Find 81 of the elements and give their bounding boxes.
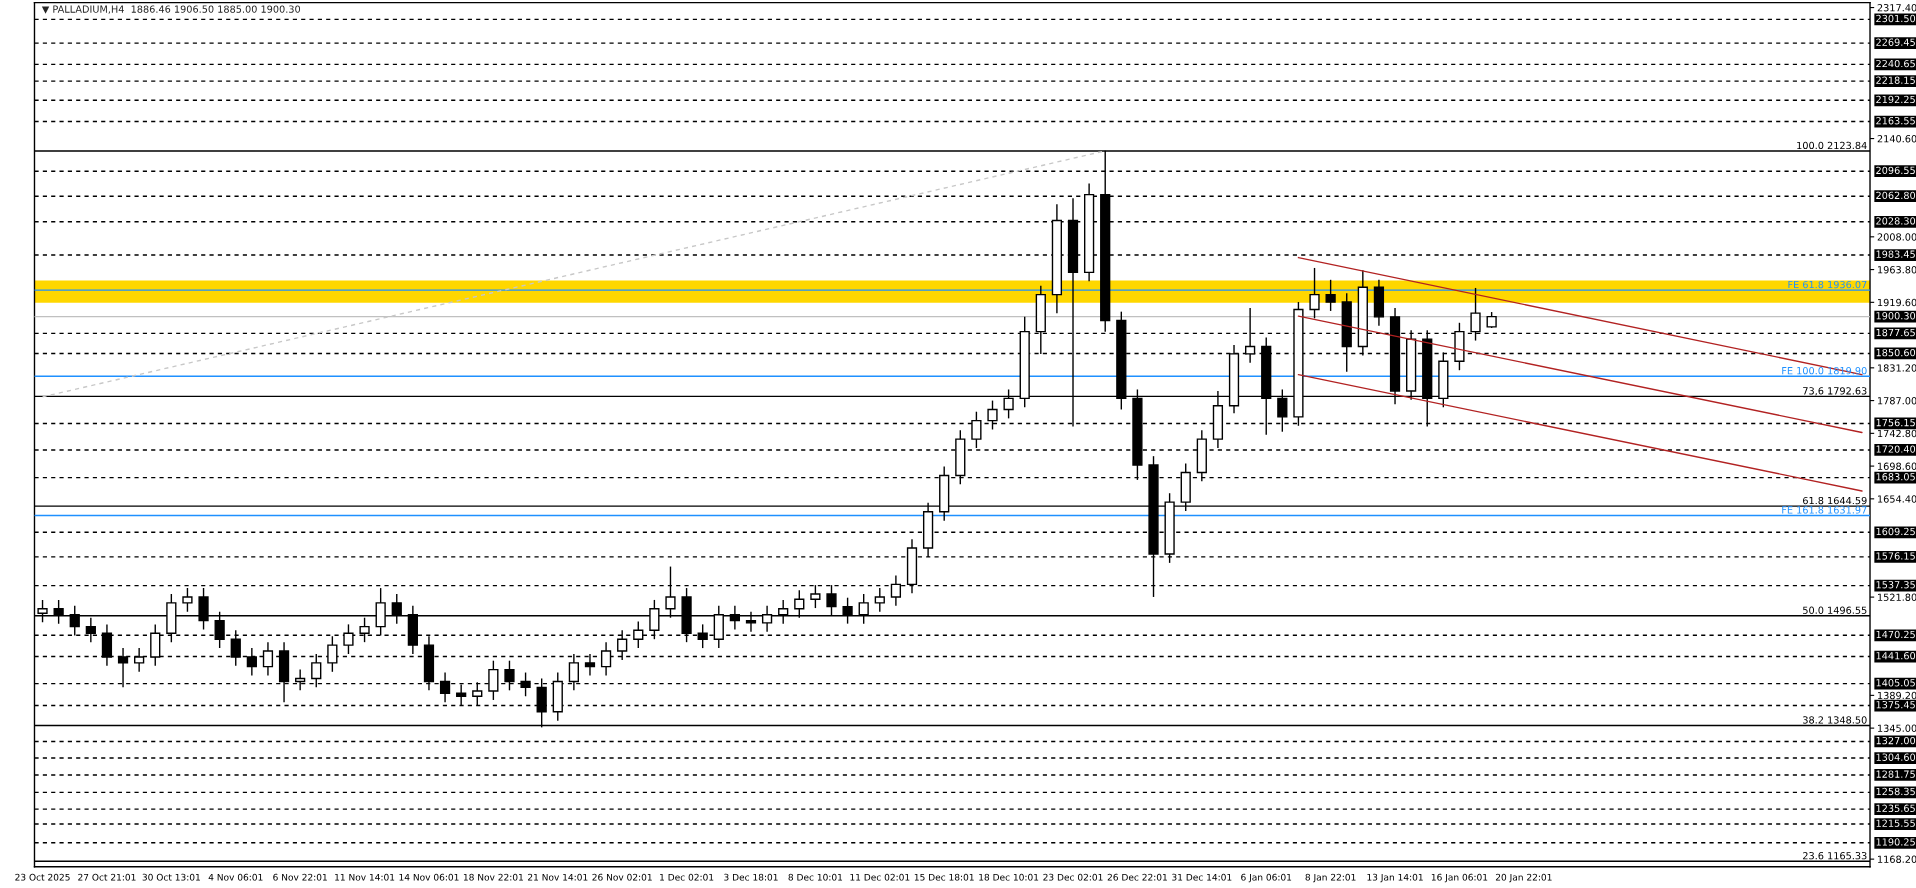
- y-tick-label: 1742.80: [1878, 429, 1916, 438]
- x-tick-label: 11 Nov 14:01: [335, 873, 395, 881]
- ref-line-label: 2096.55: [1876, 166, 1915, 175]
- annotation: 73,6 1792.63: [1803, 387, 1867, 396]
- ref-line-label: 2028.30: [1876, 217, 1916, 225]
- candlestick: [182, 587, 193, 613]
- annotation: FE 61.8 1936.07: [1788, 280, 1867, 289]
- annotation: 50.0 1496.55: [1803, 606, 1867, 614]
- x-tick-label: 13 Jan 14:01: [1367, 873, 1423, 883]
- ref-line-label: 1281.75: [1876, 770, 1915, 778]
- annotation: 61.8 1644.59: [1803, 496, 1867, 505]
- ref-line-label: 1850.60: [1876, 348, 1916, 357]
- y-tick-label: 2140.60: [1877, 135, 1916, 143]
- x-tick-label: 26 Dec 22:01: [1107, 873, 1167, 881]
- ref-line-label: 1405.05: [1876, 679, 1915, 687]
- y-tick-label: 2317.40: [1877, 4, 1916, 12]
- y-tick-label: 1521.80: [1878, 593, 1916, 601]
- ref-line-label: 1441.60: [1876, 652, 1916, 660]
- candlestick: [1309, 267, 1320, 320]
- ref-line-label: 1375.45: [1876, 701, 1915, 709]
- ref-line-label: 2192.25: [1876, 95, 1915, 104]
- x-tick-label: 30 Oct 13:01: [142, 873, 200, 881]
- ref-line-label: 1327.00: [1876, 736, 1916, 745]
- y-tick-label: 1787.00: [1878, 397, 1916, 405]
- ref-line-label: 2269.45: [1876, 38, 1915, 46]
- chart-title: ▼ PALLADIUM,H4 1886.46 1906.50 1885.00 1900.30: [41, 5, 301, 14]
- x-tick-label: 14 Nov 06:01: [399, 873, 459, 881]
- y-tick-label: 1919.60: [1878, 298, 1916, 307]
- x-tick-label: 23 Dec 02:01: [1043, 873, 1103, 881]
- ref-line-label: 1756.15: [1876, 418, 1915, 427]
- ref-line-label: 1877.65: [1876, 328, 1915, 337]
- y-tick-label: 1654.40: [1878, 495, 1916, 503]
- ref-line-label: 1683.05: [1876, 473, 1915, 481]
- ref-line-label: 1609.25: [1876, 527, 1915, 536]
- x-tick-label: 27 Oct 21:01: [78, 873, 136, 881]
- candlestick: [1325, 279, 1336, 312]
- ref-line-label: 1537.35: [1876, 581, 1915, 589]
- ref-line-label: 1258.35: [1876, 787, 1915, 796]
- x-tick-label: 8 Jan 22:01: [1305, 873, 1356, 883]
- x-tick-label: 1 Dec 02:01: [660, 873, 714, 881]
- ref-line-label: 2062.80: [1876, 191, 1916, 200]
- ref-line-label: 1470.25: [1876, 630, 1915, 639]
- ref-line-label: 1576.15: [1876, 552, 1915, 560]
- x-tick-label: 3 Dec 18:01: [724, 873, 778, 881]
- ref-line-label: 2240.65: [1876, 59, 1915, 68]
- y-tick-label: 1389.20: [1878, 691, 1916, 700]
- y-tick-label: 1345.00: [1878, 724, 1916, 732]
- ref-line-label: 1900.30: [1876, 312, 1916, 320]
- annotation: 23.6 1165.33: [1803, 852, 1867, 860]
- ref-line-label: 2218.15: [1876, 76, 1915, 84]
- x-tick-label: 6 Nov 22:01: [273, 873, 327, 881]
- x-tick-label: 11 Dec 02:01: [850, 873, 910, 881]
- ref-line-label: 1190.25: [1876, 838, 1915, 846]
- y-tick-label: 1698.60: [1878, 462, 1916, 470]
- annotation: 38.2 1348.50: [1803, 716, 1867, 724]
- x-tick-label: 31 Dec 14:01: [1172, 873, 1232, 881]
- annotation: FE 161.8 1631.97: [1782, 506, 1867, 514]
- x-tick-label: 15 Dec 18:01: [914, 873, 974, 881]
- x-tick-label: 21 Nov 14:01: [528, 873, 588, 881]
- ref-line-label: 1235.65: [1876, 804, 1915, 812]
- ref-line-label: 1304.60: [1876, 753, 1916, 761]
- x-tick-label: 6 Jan 06:01: [1241, 873, 1292, 883]
- y-tick-label: 1963.80: [1878, 266, 1916, 274]
- x-tick-label: 23 Oct 2025: [15, 873, 70, 881]
- x-tick-label: 4 Nov 06:01: [208, 873, 263, 881]
- annotation: 100.0 2123.84: [1797, 141, 1867, 150]
- ref-line-label: 1983.45: [1876, 250, 1915, 258]
- x-tick-label: 18 Dec 10:01: [979, 873, 1039, 881]
- ref-line-label: 1720.40: [1876, 445, 1916, 453]
- y-tick-label: 1168.20: [1878, 855, 1916, 863]
- x-tick-label: 26 Nov 02:01: [592, 873, 652, 881]
- x-tick-label: 8 Dec 10:01: [788, 873, 843, 881]
- x-tick-label: 16 Jan 06:01: [1431, 873, 1488, 883]
- ref-line-label: 1215.55: [1876, 819, 1915, 827]
- y-tick-label: 2008.00: [1877, 233, 1916, 241]
- x-tick-label: 18 Nov 22:01: [463, 873, 523, 881]
- ref-line-label: 2301.50: [1876, 14, 1916, 23]
- candlestick: [874, 587, 885, 613]
- ref-line-label: 2163.55: [1876, 117, 1915, 125]
- y-tick-label: 1831.20: [1878, 364, 1916, 372]
- x-tick-label: 20 Jan 22:01: [1495, 873, 1552, 883]
